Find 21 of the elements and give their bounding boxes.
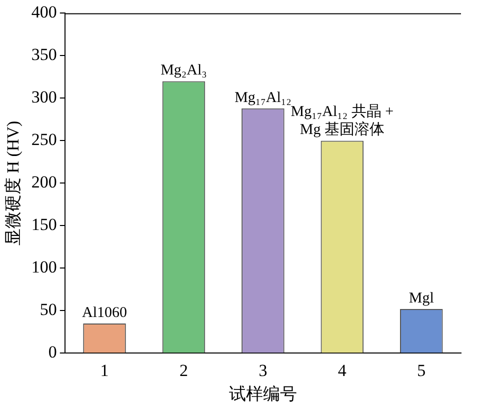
y-tick-label: 350 [31,45,57,64]
y-tick-label: 400 [31,2,57,22]
y-tick-label: 50 [40,300,57,320]
annotation: Mg₁₇Al₁₂ [234,90,292,106]
y-tick-label: 100 [31,258,57,277]
x-axis-title: 试样编号 [228,384,297,404]
annotation: Mgl [408,290,434,306]
y-tick-label: 150 [31,215,57,234]
annotation: Mg₁₇Al₁₂ 共晶 + Mg 基固溶体 [290,103,394,138]
y-tick-label: 0 [48,342,57,362]
x-tick-label: 4 [338,360,347,380]
x-tick-label: 2 [179,360,188,380]
y-tick-label: 300 [31,88,57,107]
y-axis-title: 显微硬度 H (HV) [4,120,23,246]
y-tick-label: 200 [31,172,57,192]
annotation: Al1060 [82,304,128,321]
x-tick-label: 5 [417,360,426,380]
y-tick-label: 250 [31,130,57,150]
x-tick-label: 3 [258,360,268,380]
x-tick-label: 1 [100,360,109,380]
annotation: Mg₂Al₃ [160,62,207,79]
